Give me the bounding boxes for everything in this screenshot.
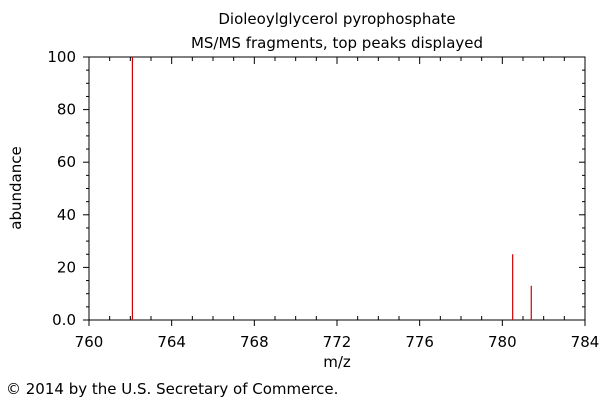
y-tick-label: 20	[57, 258, 76, 276]
x-tick-label: 780	[488, 333, 517, 351]
chart-subtitle: MS/MS fragments, top peaks displayed	[191, 34, 483, 52]
x-tick-label: 784	[571, 333, 600, 351]
minor-ticks	[86, 57, 585, 320]
copyright-notice: © 2014 by the U.S. Secretary of Commerce…	[6, 380, 339, 398]
x-tick-label: 760	[75, 333, 104, 351]
y-tick-label: 40	[57, 206, 76, 224]
y-tick-label: 60	[57, 153, 76, 171]
x-axis-ticks: 760 764 768 772 776 780 784	[75, 57, 600, 351]
x-tick-label: 776	[405, 333, 434, 351]
peak-series	[131, 57, 532, 320]
x-tick-label: 764	[157, 333, 186, 351]
x-axis-label: m/z	[323, 353, 351, 371]
y-tick-label: 80	[57, 101, 76, 119]
plot-frame	[88, 56, 586, 321]
y-tick-label: 0.0	[52, 311, 76, 329]
y-tick-label: 100	[47, 48, 76, 66]
y-axis-ticks: 0.0 20 40 60 80 100	[47, 48, 585, 329]
x-tick-label: 768	[240, 333, 269, 351]
chart-title: Dioleoylglycerol pyrophosphate	[218, 10, 455, 28]
y-axis-label: abundance	[7, 146, 25, 229]
x-tick-label: 772	[323, 333, 352, 351]
